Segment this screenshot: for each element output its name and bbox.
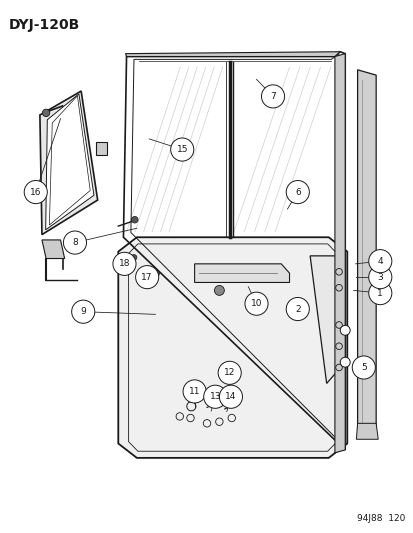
Circle shape	[218, 361, 241, 384]
Circle shape	[131, 255, 137, 260]
Circle shape	[113, 252, 136, 276]
Circle shape	[131, 216, 138, 223]
Text: 12: 12	[223, 368, 235, 377]
Text: 16: 16	[30, 188, 41, 197]
Polygon shape	[40, 91, 97, 235]
Circle shape	[339, 325, 349, 335]
Text: 15: 15	[176, 145, 188, 154]
Text: 94J88  120: 94J88 120	[356, 514, 404, 523]
Circle shape	[285, 181, 309, 204]
Polygon shape	[125, 52, 339, 56]
Circle shape	[170, 138, 193, 161]
Polygon shape	[45, 94, 94, 230]
Text: 7: 7	[270, 92, 275, 101]
Circle shape	[219, 385, 242, 408]
Polygon shape	[194, 264, 289, 282]
Text: 18: 18	[119, 260, 130, 268]
Polygon shape	[309, 256, 344, 383]
Circle shape	[351, 356, 375, 379]
Circle shape	[183, 380, 206, 403]
Text: 4: 4	[377, 257, 382, 265]
Text: 6: 6	[294, 188, 300, 197]
Polygon shape	[42, 240, 64, 259]
Text: 9: 9	[80, 307, 86, 316]
Circle shape	[214, 286, 224, 295]
Polygon shape	[96, 142, 107, 155]
Circle shape	[63, 231, 86, 254]
Circle shape	[135, 265, 158, 289]
Circle shape	[261, 85, 284, 108]
Text: 14: 14	[225, 392, 236, 401]
Circle shape	[71, 300, 95, 323]
Text: 13: 13	[209, 392, 221, 401]
Text: 11: 11	[188, 387, 200, 396]
Text: 2: 2	[294, 304, 300, 313]
Text: 17: 17	[141, 273, 152, 281]
Polygon shape	[334, 54, 344, 453]
Circle shape	[368, 281, 391, 305]
Polygon shape	[357, 70, 375, 434]
Text: 3: 3	[377, 273, 382, 281]
Polygon shape	[356, 423, 377, 439]
Circle shape	[153, 271, 159, 276]
Circle shape	[285, 297, 309, 320]
Circle shape	[42, 109, 50, 117]
Text: DYJ-120B: DYJ-120B	[9, 18, 80, 31]
Polygon shape	[118, 237, 347, 458]
Text: 5: 5	[360, 363, 366, 372]
Text: 1: 1	[377, 288, 382, 297]
Text: 8: 8	[72, 238, 78, 247]
Circle shape	[368, 249, 391, 273]
Circle shape	[24, 181, 47, 204]
Circle shape	[339, 357, 349, 367]
Text: 10: 10	[250, 299, 261, 308]
Circle shape	[244, 292, 268, 316]
Circle shape	[368, 265, 391, 289]
Circle shape	[203, 385, 226, 408]
